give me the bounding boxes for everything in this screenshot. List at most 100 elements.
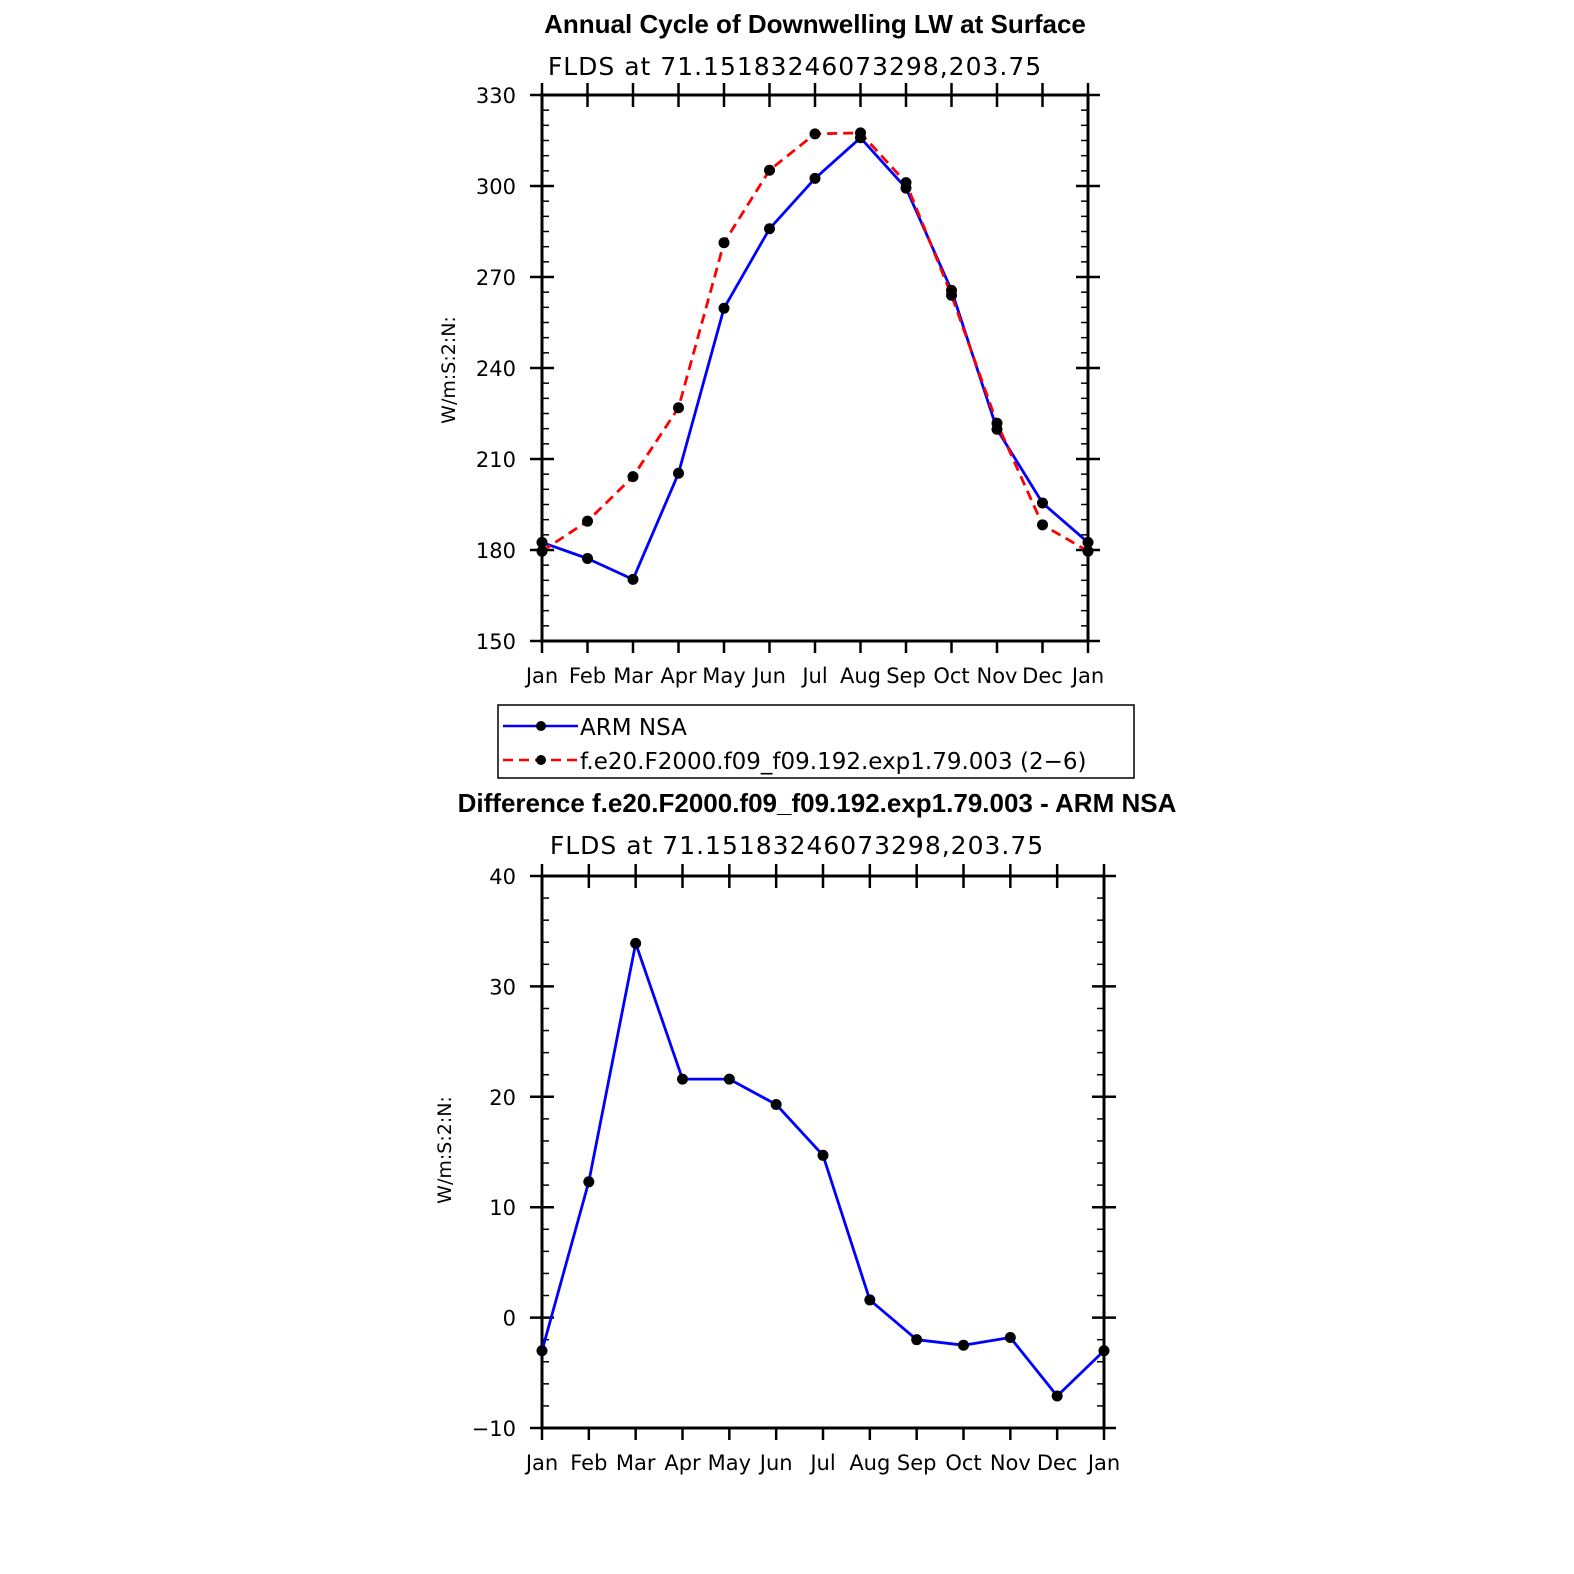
data-point [809, 128, 821, 140]
legend-label-model: f.e20.F2000.f09_f09.192.exp1.79.003 (2−6… [580, 749, 1086, 775]
x-tick-label: Nov [990, 1451, 1031, 1475]
x-tick-label: Jan [524, 1451, 558, 1475]
data-point [817, 1149, 829, 1161]
y-tick-label: 20 [489, 1086, 516, 1110]
annual-cycle-panel: Annual Cycle of Downwelling LW at Surfac… [438, 9, 1104, 688]
data-point [582, 552, 593, 564]
series-group [536, 127, 1094, 585]
legend-marker-model [536, 755, 546, 765]
data-point [1037, 519, 1048, 531]
y-tick-labels: 150 180 210 240 270 300 330 [476, 84, 516, 654]
y-tick-label: −10 [472, 1417, 516, 1441]
data-point [627, 471, 639, 483]
y-tick-label: 270 [476, 266, 516, 290]
data-point [764, 164, 775, 176]
data-point [718, 302, 730, 314]
x-tick-label: Apr [660, 664, 697, 688]
x-tick-label: Feb [570, 1451, 607, 1475]
y-tick-label: 0 [503, 1307, 516, 1331]
y-tick-label: 300 [476, 175, 516, 199]
y-tick-label: 30 [489, 975, 516, 999]
legend-box [497, 704, 1135, 779]
data-point [677, 1073, 688, 1085]
y-tick-label: 180 [476, 539, 516, 563]
legend: ARM NSA f.e20.F2000.f09_f09.192.exp1.79.… [497, 704, 1135, 779]
y-tick-label: 210 [476, 448, 516, 472]
data-point [627, 573, 639, 585]
x-tick-label: Jul [808, 1451, 835, 1475]
data-point [1082, 545, 1094, 557]
series-line [541, 131, 1089, 553]
data-point [991, 417, 1003, 429]
y-tick-label: 10 [489, 1196, 516, 1220]
data-point [764, 223, 775, 235]
chart-title: Annual Cycle of Downwelling LW at Surfac… [544, 9, 1086, 39]
data-point [718, 237, 730, 249]
y-tick-label: 150 [476, 630, 516, 654]
y-tick-label: 330 [476, 84, 516, 108]
x-tick-label: Jan [524, 664, 558, 688]
chart-title: Difference f.e20.F2000.f09_f09.192.exp1.… [458, 788, 1177, 818]
data-point [1051, 1390, 1063, 1402]
x-tick-label: Jan [1086, 1451, 1120, 1475]
x-tick-label: May [708, 1451, 751, 1475]
series-line [540, 941, 1105, 1398]
y-tick-label: 240 [476, 357, 516, 381]
x-tick-label: May [702, 664, 745, 688]
y-tick-label: 40 [489, 865, 516, 889]
data-point [536, 1345, 548, 1357]
data-point [1004, 1331, 1016, 1343]
x-tick-label: Dec [1037, 1451, 1078, 1475]
data-point [673, 467, 684, 479]
data-point [809, 172, 821, 184]
data-point [583, 1176, 595, 1188]
data-point [1037, 497, 1048, 509]
difference-panel: Difference f.e20.F2000.f09_f09.192.exp1.… [434, 788, 1177, 1475]
x-tick-label: Mar [616, 1451, 656, 1475]
legend-marker-arm-nsa [536, 721, 546, 731]
x-tick-label: Sep [886, 664, 926, 688]
axis-ticks [530, 83, 1100, 653]
y-tick-labels: −10 0 10 20 30 40 [472, 865, 516, 1441]
data-point [582, 515, 593, 527]
x-tick-label: Sep [897, 1451, 937, 1475]
data-point [770, 1099, 782, 1111]
x-tick-label: Jun [758, 1451, 793, 1475]
x-tick-labels: Jan Feb Mar Apr May Jun Jul Aug Sep Oct Nov Dec Jan [524, 664, 1104, 688]
data-point [1082, 536, 1094, 548]
axis-ticks [530, 864, 1116, 1440]
x-tick-label: Feb [569, 664, 606, 688]
data-point [1098, 1345, 1110, 1357]
x-tick-label: Aug [840, 664, 881, 688]
x-tick-label: Oct [945, 1451, 981, 1475]
chart-subtitle: FLDS at 71.15183246073298,203.75 [548, 52, 1042, 81]
data-point [536, 545, 548, 557]
x-tick-label: Jun [751, 664, 786, 688]
data-point [855, 127, 866, 139]
x-tick-label: Jan [1070, 664, 1104, 688]
data-point [946, 289, 957, 301]
data-point [864, 1294, 876, 1306]
x-tick-label: Mar [613, 664, 653, 688]
data-point [911, 1334, 923, 1346]
x-tick-labels: Jan Feb Mar Apr May Jun Jul Aug Sep Oct Nov Dec Jan [524, 1451, 1120, 1475]
data-point [630, 937, 642, 949]
data-point [723, 1073, 735, 1085]
x-tick-label: Oct [933, 664, 969, 688]
series-line [541, 136, 1089, 581]
x-tick-label: Aug [849, 1451, 890, 1475]
series-group [536, 937, 1110, 1402]
data-point [900, 177, 912, 189]
data-point [958, 1339, 969, 1351]
x-tick-label: Dec [1022, 664, 1063, 688]
data-point [536, 536, 548, 548]
legend-label-arm-nsa: ARM NSA [580, 715, 687, 741]
x-tick-label: Nov [977, 664, 1018, 688]
x-tick-label: Jul [800, 664, 827, 688]
y-axis-label: W/m:S:2:N: [434, 1096, 456, 1204]
x-tick-label: Apr [664, 1451, 701, 1475]
chart-subtitle: FLDS at 71.15183246073298,203.75 [550, 831, 1044, 860]
y-axis-label: W/m:S:2:N: [438, 316, 460, 424]
data-point [673, 402, 684, 414]
